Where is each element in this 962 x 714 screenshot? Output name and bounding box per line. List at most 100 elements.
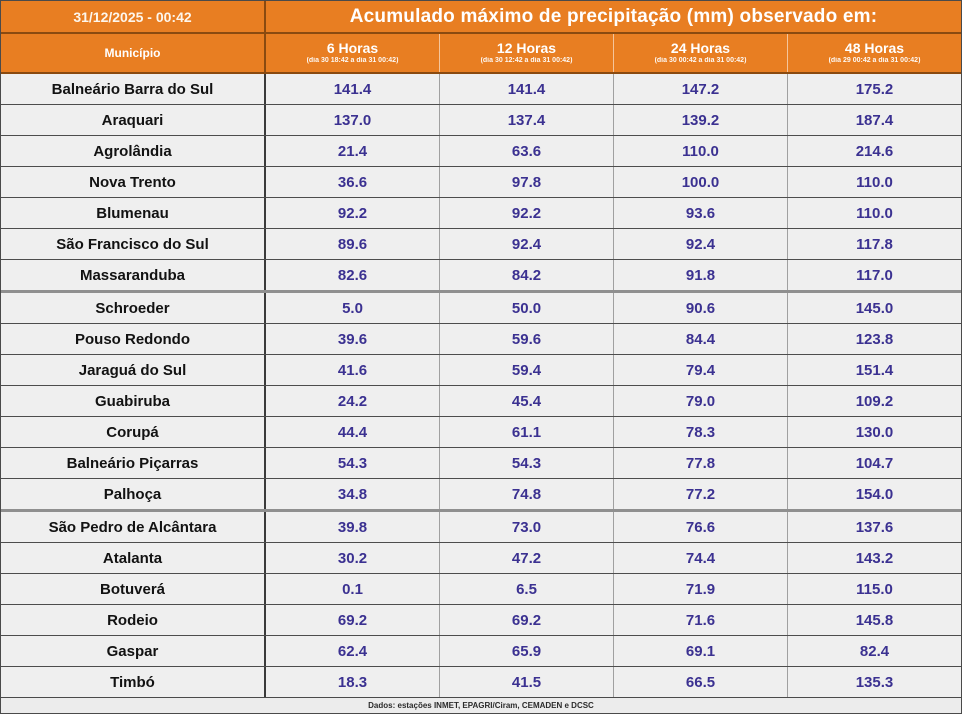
municipality-name: Balneário Piçarras: [1, 448, 266, 478]
period-range-6h: (dia 30 18:42 a dia 31 00:42): [306, 57, 399, 64]
municipality-name: Botuverá: [1, 574, 266, 604]
municipality-name: Rodeio: [1, 605, 266, 635]
period-label-48h: 48 Horas: [844, 40, 905, 56]
value-12h: 41.5: [440, 667, 614, 697]
value-48h: 82.4: [788, 636, 961, 666]
value-12h: 137.4: [440, 105, 614, 135]
value-48h: 110.0: [788, 198, 961, 228]
column-header-municipality: Município: [1, 34, 266, 72]
value-24h: 79.4: [614, 355, 788, 385]
period-label-12h: 12 Horas: [496, 40, 557, 56]
table-row: Balneário Barra do Sul 141.4 141.4 147.2…: [1, 74, 961, 104]
value-12h: 84.2: [440, 260, 614, 290]
municipality-name: Atalanta: [1, 543, 266, 573]
municipality-name: Gaspar: [1, 636, 266, 666]
value-6h: 0.1: [266, 574, 440, 604]
value-48h: 145.8: [788, 605, 961, 635]
value-24h: 100.0: [614, 167, 788, 197]
table-row: Pouso Redondo 39.6 59.6 84.4 123.8: [1, 323, 961, 354]
value-6h: 69.2: [266, 605, 440, 635]
value-24h: 92.4: [614, 229, 788, 259]
table-row: Agrolândia 21.4 63.6 110.0 214.6: [1, 135, 961, 166]
column-header-12h: 12 Horas (dia 30 12:42 a dia 31 00:42): [440, 34, 614, 72]
page-title: Acumulado máximo de precipitação (mm) ob…: [349, 5, 878, 27]
period-range-48h: (dia 29 00:42 a dia 31 00:42): [828, 57, 921, 64]
municipality-name: São Pedro de Alcântara: [1, 512, 266, 542]
value-24h: 79.0: [614, 386, 788, 416]
value-6h: 141.4: [266, 74, 440, 104]
value-24h: 147.2: [614, 74, 788, 104]
report-timestamp: 31/12/2025 - 00:42: [1, 1, 266, 32]
table-row: Jaraguá do Sul 41.6 59.4 79.4 151.4: [1, 354, 961, 385]
municipality-name: Blumenau: [1, 198, 266, 228]
value-6h: 24.2: [266, 386, 440, 416]
table-body: Balneário Barra do Sul 141.4 141.4 147.2…: [1, 74, 961, 697]
period-range-12h: (dia 30 12:42 a dia 31 00:42): [480, 57, 573, 64]
municipality-name: Massaranduba: [1, 260, 266, 290]
value-12h: 61.1: [440, 417, 614, 447]
table-row: Guabiruba 24.2 45.4 79.0 109.2: [1, 385, 961, 416]
value-6h: 34.8: [266, 479, 440, 509]
value-12h: 50.0: [440, 293, 614, 323]
value-24h: 78.3: [614, 417, 788, 447]
value-12h: 59.4: [440, 355, 614, 385]
value-48h: 143.2: [788, 543, 961, 573]
data-source-note: Dados: estações INMET, EPAGRI/Ciram, CEM…: [1, 697, 961, 713]
value-24h: 71.9: [614, 574, 788, 604]
value-6h: 82.6: [266, 260, 440, 290]
column-header-6h: 6 Horas (dia 30 18:42 a dia 31 00:42): [266, 34, 440, 72]
value-24h: 77.2: [614, 479, 788, 509]
table-row: Timbó 18.3 41.5 66.5 135.3: [1, 666, 961, 697]
value-6h: 89.6: [266, 229, 440, 259]
value-48h: 117.0: [788, 260, 961, 290]
municipality-name: Guabiruba: [1, 386, 266, 416]
table-row: Botuverá 0.1 6.5 71.9 115.0: [1, 573, 961, 604]
value-12h: 74.8: [440, 479, 614, 509]
municipality-name: Balneário Barra do Sul: [1, 74, 266, 104]
value-48h: 137.6: [788, 512, 961, 542]
period-label-6h: 6 Horas: [326, 40, 379, 56]
column-header-24h: 24 Horas (dia 30 00:42 a dia 31 00:42): [614, 34, 788, 72]
table-row: Nova Trento 36.6 97.8 100.0 110.0: [1, 166, 961, 197]
municipality-name: Nova Trento: [1, 167, 266, 197]
value-24h: 110.0: [614, 136, 788, 166]
value-48h: 104.7: [788, 448, 961, 478]
value-24h: 93.6: [614, 198, 788, 228]
value-48h: 154.0: [788, 479, 961, 509]
municipality-name: Schroeder: [1, 293, 266, 323]
column-header-48h: 48 Horas (dia 29 00:42 a dia 31 00:42): [788, 34, 961, 72]
value-24h: 91.8: [614, 260, 788, 290]
value-12h: 54.3: [440, 448, 614, 478]
value-12h: 92.2: [440, 198, 614, 228]
municipality-name: Palhoça: [1, 479, 266, 509]
municipality-name: São Francisco do Sul: [1, 229, 266, 259]
value-24h: 90.6: [614, 293, 788, 323]
value-6h: 44.4: [266, 417, 440, 447]
period-range-24h: (dia 30 00:42 a dia 31 00:42): [654, 57, 747, 64]
value-12h: 45.4: [440, 386, 614, 416]
municipality-name: Araquari: [1, 105, 266, 135]
table-row: Corupá 44.4 61.1 78.3 130.0: [1, 416, 961, 447]
table-row: São Pedro de Alcântara 39.8 73.0 76.6 13…: [1, 509, 961, 542]
table-row: Blumenau 92.2 92.2 93.6 110.0: [1, 197, 961, 228]
municipality-name: Timbó: [1, 667, 266, 697]
table-row: Balneário Piçarras 54.3 54.3 77.8 104.7: [1, 447, 961, 478]
value-12h: 92.4: [440, 229, 614, 259]
value-12h: 73.0: [440, 512, 614, 542]
table-row: Araquari 137.0 137.4 139.2 187.4: [1, 104, 961, 135]
table-row: Schroeder 5.0 50.0 90.6 145.0: [1, 290, 961, 323]
column-header-row: Município 6 Horas (dia 30 18:42 a dia 31…: [1, 34, 961, 74]
value-6h: 39.8: [266, 512, 440, 542]
value-48h: 214.6: [788, 136, 961, 166]
report-header: 31/12/2025 - 00:42 Acumulado máximo de p…: [1, 1, 961, 34]
value-6h: 41.6: [266, 355, 440, 385]
value-6h: 137.0: [266, 105, 440, 135]
table-row: São Francisco do Sul 89.6 92.4 92.4 117.…: [1, 228, 961, 259]
value-12h: 63.6: [440, 136, 614, 166]
value-12h: 97.8: [440, 167, 614, 197]
value-24h: 139.2: [614, 105, 788, 135]
value-48h: 187.4: [788, 105, 961, 135]
value-12h: 65.9: [440, 636, 614, 666]
value-6h: 30.2: [266, 543, 440, 573]
table-row: Atalanta 30.2 47.2 74.4 143.2: [1, 542, 961, 573]
